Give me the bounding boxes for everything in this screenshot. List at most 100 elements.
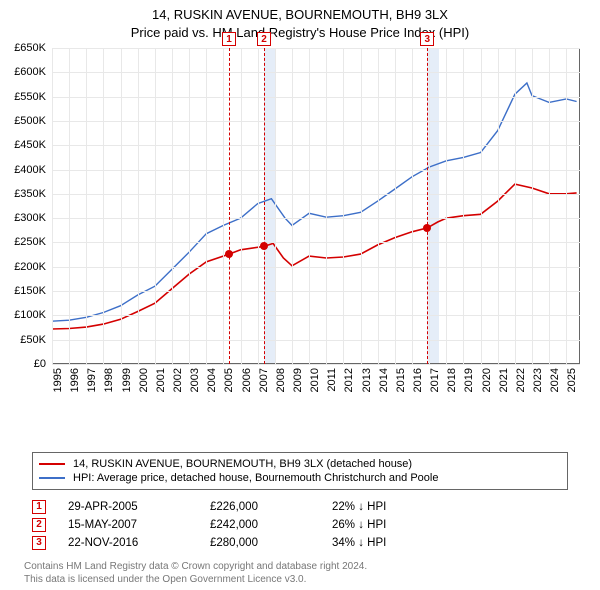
gridline-v	[292, 48, 293, 364]
sales-row: 215-MAY-2007£242,00026% ↓ HPI	[32, 516, 568, 534]
gridline-v	[241, 48, 242, 364]
sales-delta: 26% ↓ HPI	[332, 519, 386, 531]
xtick-label: 1997	[86, 368, 98, 392]
marker-number-box: 1	[222, 32, 236, 46]
series-svg	[52, 48, 580, 364]
legend-swatch	[39, 477, 65, 479]
ytick-label: £500K	[14, 115, 46, 127]
gridline-h	[52, 145, 580, 146]
xtick-label: 2014	[378, 368, 390, 392]
gridline-h	[52, 242, 580, 243]
gridline-h	[52, 170, 580, 171]
title-line2: Price paid vs. HM Land Registry's House …	[0, 24, 600, 42]
xtick-label: 2016	[412, 368, 424, 392]
gridline-v	[498, 48, 499, 364]
xtick-label: 1995	[52, 368, 64, 392]
gridline-v	[549, 48, 550, 364]
gridline-h	[52, 121, 580, 122]
gridline-v	[69, 48, 70, 364]
ytick-label: £50K	[20, 334, 46, 346]
sale-dot	[260, 242, 268, 250]
gridline-h	[52, 364, 580, 365]
gridline-v	[481, 48, 482, 364]
sale-dot	[225, 250, 233, 258]
sales-price: £242,000	[210, 519, 310, 531]
plot-region: £0£50K£100K£150K£200K£250K£300K£350K£400…	[52, 48, 580, 364]
legend: 14, RUSKIN AVENUE, BOURNEMOUTH, BH9 3LX …	[32, 452, 568, 490]
xtick-label: 2003	[189, 368, 201, 392]
xtick-label: 2015	[395, 368, 407, 392]
sales-price: £280,000	[210, 537, 310, 549]
xtick-label: 1999	[121, 368, 133, 392]
sale-dot	[423, 224, 431, 232]
ytick-label: £250K	[14, 236, 46, 248]
footer-line1: Contains HM Land Registry data © Crown c…	[24, 561, 590, 574]
chart-area: £0£50K£100K£150K£200K£250K£300K£350K£400…	[0, 44, 600, 414]
gridline-h	[52, 340, 580, 341]
gridline-v	[206, 48, 207, 364]
sales-delta: 34% ↓ HPI	[332, 537, 386, 549]
xtick-label: 2010	[309, 368, 321, 392]
sales-price: £226,000	[210, 501, 310, 513]
gridline-h	[52, 48, 580, 49]
ytick-label: £400K	[14, 164, 46, 176]
gridline-v	[172, 48, 173, 364]
xtick-label: 2011	[326, 368, 338, 392]
gridline-v	[361, 48, 362, 364]
gridline-v	[275, 48, 276, 364]
gridline-v	[138, 48, 139, 364]
xtick-label: 2005	[223, 368, 235, 392]
xtick-label: 2008	[275, 368, 287, 392]
sales-number-box: 3	[32, 536, 46, 550]
gridline-v	[343, 48, 344, 364]
legend-row: 14, RUSKIN AVENUE, BOURNEMOUTH, BH9 3LX …	[39, 457, 561, 471]
gridline-v	[532, 48, 533, 364]
gridline-h	[52, 291, 580, 292]
sales-row: 322-NOV-2016£280,00034% ↓ HPI	[32, 534, 568, 552]
marker-line	[229, 48, 230, 364]
sales-date: 15-MAY-2007	[68, 519, 188, 531]
gridline-h	[52, 97, 580, 98]
legend-label: 14, RUSKIN AVENUE, BOURNEMOUTH, BH9 3LX …	[73, 458, 412, 470]
ytick-label: £550K	[14, 91, 46, 103]
ytick-label: £650K	[14, 42, 46, 54]
xtick-label: 2018	[446, 368, 458, 392]
gridline-v	[395, 48, 396, 364]
sales-date: 29-APR-2005	[68, 501, 188, 513]
gridline-v	[103, 48, 104, 364]
xtick-label: 2023	[532, 368, 544, 392]
marker-line	[264, 48, 265, 364]
xtick-label: 2022	[515, 368, 527, 392]
gridline-v	[429, 48, 430, 364]
xtick-label: 2002	[172, 368, 184, 392]
ytick-label: £0	[34, 358, 46, 370]
xtick-label: 2013	[361, 368, 373, 392]
gridline-v	[378, 48, 379, 364]
ytick-label: £450K	[14, 139, 46, 151]
xtick-label: 2020	[481, 368, 493, 392]
xtick-label: 2006	[241, 368, 253, 392]
xtick-label: 2017	[429, 368, 441, 392]
gridline-v	[86, 48, 87, 364]
footer-line2: This data is licensed under the Open Gov…	[24, 574, 590, 587]
sales-number-box: 1	[32, 500, 46, 514]
marker-number-box: 2	[257, 32, 271, 46]
legend-row: HPI: Average price, detached house, Bour…	[39, 471, 561, 485]
gridline-v	[326, 48, 327, 364]
marker-number-box: 3	[420, 32, 434, 46]
footer-attribution: Contains HM Land Registry data © Crown c…	[24, 561, 590, 586]
gridline-v	[446, 48, 447, 364]
ytick-label: £150K	[14, 285, 46, 297]
xtick-label: 2007	[258, 368, 270, 392]
chart-title: 14, RUSKIN AVENUE, BOURNEMOUTH, BH9 3LX …	[0, 0, 600, 41]
marker-line	[427, 48, 428, 364]
title-line1: 14, RUSKIN AVENUE, BOURNEMOUTH, BH9 3LX	[0, 6, 600, 24]
gridline-h	[52, 315, 580, 316]
xtick-label: 2000	[138, 368, 150, 392]
xtick-label: 1998	[103, 368, 115, 392]
sales-row: 129-APR-2005£226,00022% ↓ HPI	[32, 498, 568, 516]
gridline-v	[258, 48, 259, 364]
xtick-label: 2012	[343, 368, 355, 392]
xtick-label: 2009	[292, 368, 304, 392]
legend-label: HPI: Average price, detached house, Bour…	[73, 472, 438, 484]
